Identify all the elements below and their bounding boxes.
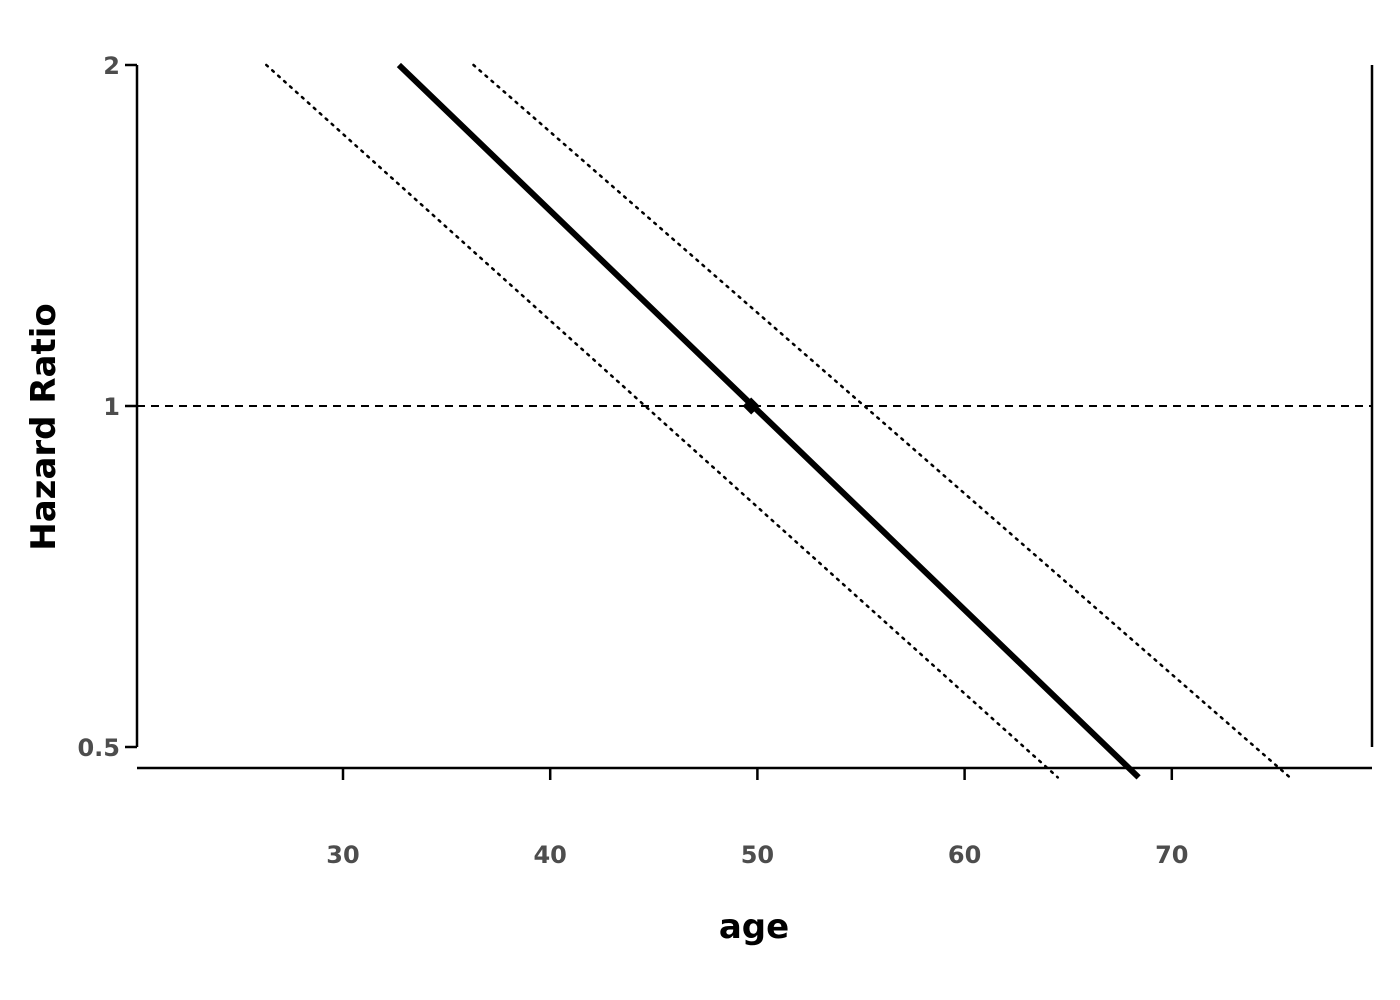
x-tick-label-70: 70: [1155, 841, 1188, 869]
ticks: 30 40 50 60 70 0.5 1 2: [77, 52, 1188, 869]
y-tick-label-1: 1: [103, 393, 120, 421]
x-tick-label-50: 50: [741, 841, 774, 869]
series-upper-bound: [472, 63, 1292, 779]
axes: [135, 65, 1374, 770]
series-estimate: [396, 62, 1141, 780]
y-tick-label-2: 2: [103, 52, 120, 80]
x-tick-label-30: 30: [326, 841, 359, 869]
plot-lines: [137, 62, 1372, 780]
y-axis-title: Hazard Ratio: [24, 303, 64, 550]
x-tick-label-40: 40: [533, 841, 566, 869]
y-tick-label-0.5: 0.5: [77, 734, 120, 762]
x-axis-title: age: [719, 907, 789, 947]
reference-point: [742, 397, 760, 415]
x-tick-label-60: 60: [948, 841, 981, 869]
series-lower-bound: [265, 63, 1060, 779]
